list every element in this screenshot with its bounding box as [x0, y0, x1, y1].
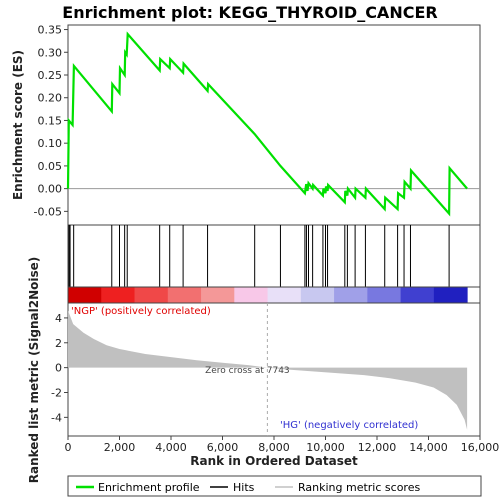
hits-panel	[67, 224, 481, 288]
rank-heatmap-band	[68, 287, 468, 303]
heatmap-segment	[134, 287, 169, 303]
x-tick-label: 16,000	[461, 441, 500, 454]
es-y-tick-label: 0.00	[38, 183, 63, 196]
zero-cross-label: Zero cross at 7743	[205, 366, 290, 376]
x-tick-label: 12,000	[358, 441, 397, 454]
legend-enrichment-label: Enrichment profile	[98, 481, 200, 494]
x-tick-label: 6,000	[207, 441, 239, 454]
legend	[67, 475, 482, 497]
es-y-tick-label: -0.05	[34, 205, 62, 218]
heatmap-segment	[334, 287, 368, 303]
es-y-tick-label: 0.25	[38, 69, 63, 82]
x-tick-label: 0	[65, 441, 72, 454]
negative-correlation-label: 'HG' (negatively correlated)	[280, 420, 418, 431]
es-y-tick-label: 0.30	[38, 46, 63, 59]
heatmap-segment	[101, 287, 136, 303]
heatmap-segment	[68, 287, 102, 303]
es-y-axis-label: Enrichment score (ES)	[11, 50, 25, 200]
heatmap-segment	[400, 287, 435, 303]
x-axis: 0 2,000 4,000 6,000 8,000 10,000 12,000 14,000 1…	[65, 436, 500, 454]
heatmap-segment	[234, 287, 269, 303]
legend-metric-label: Ranking metric scores	[298, 481, 420, 494]
heatmap-segment	[267, 287, 302, 303]
x-tick-label: 2,000	[104, 441, 136, 454]
x-tick-label: 8,000	[258, 441, 290, 454]
es-y-tick-label: 0.05	[38, 160, 63, 173]
enrichment-profile-line	[66, 31, 468, 217]
ranking-metric-area	[68, 310, 468, 430]
metric-y-tick-label: 4	[55, 312, 62, 325]
heatmap-segment	[433, 287, 468, 303]
es-y-tick-label: 0.20	[38, 92, 63, 105]
x-tick-label: 14,000	[409, 441, 448, 454]
heatmap-segment	[167, 287, 202, 303]
es-panel	[67, 24, 481, 226]
es-y-tick-label: 0.10	[38, 137, 63, 150]
heatmap-segment	[367, 287, 402, 303]
es-y-tick-label: 0.15	[38, 114, 63, 127]
metric-y-tick-label: -2	[51, 386, 62, 399]
hit-marks	[68, 225, 450, 287]
metric-y-tick-label: -4	[51, 411, 62, 424]
positive-correlation-label: 'NGP' (positively correlated)	[71, 306, 211, 317]
heatmap-segment	[300, 287, 335, 303]
x-tick-label: 10,000	[306, 441, 345, 454]
metric-y-axis-label: Ranked list metric (Signal2Noise)	[27, 257, 41, 484]
legend-hits-label: Hits	[233, 481, 255, 494]
es-y-tick-label: 0.35	[38, 24, 63, 37]
heatmap-segment	[201, 287, 235, 303]
metric-y-tick-label: 2	[55, 337, 62, 350]
x-tick-label: 4,000	[155, 441, 187, 454]
x-axis-label: Rank in Ordered Dataset	[190, 454, 358, 468]
metric-y-tick-label: 0	[55, 362, 62, 375]
chart-title: Enrichment plot: KEGG_THYROID_CANCER	[62, 3, 437, 22]
metric-y-axis: -4 -2 0 2 4	[51, 312, 68, 424]
es-y-axis: -0.05 0.00 0.05 0.10 0.15 0.20 0.25 0.30 0.35	[34, 24, 68, 218]
